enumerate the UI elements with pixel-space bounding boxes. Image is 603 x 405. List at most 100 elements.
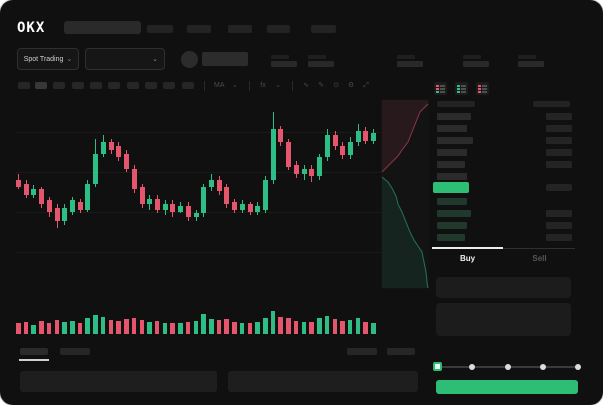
settings-gear-icon[interactable]: ⚙: [347, 82, 355, 89]
candle-body: [332, 134, 338, 147]
pair-dropdown[interactable]: ⌄: [85, 48, 165, 70]
slider-stop[interactable]: [469, 364, 476, 370]
pencil-draw-icon[interactable]: ✎: [318, 82, 324, 89]
last-price-highlight[interactable]: [433, 182, 469, 193]
chevron-down-icon[interactable]: ⌄: [275, 82, 281, 89]
chevron-down-icon: ⌄: [152, 55, 158, 63]
nav-menu-item[interactable]: [267, 25, 290, 33]
candle-body: [178, 205, 184, 212]
active-tab-indicator: [432, 247, 503, 249]
gridline: [15, 172, 381, 173]
icon-bar: [440, 87, 445, 90]
icon-bar: [461, 87, 466, 90]
candlestick-chart[interactable]: [15, 98, 381, 292]
toolbar-divider: [291, 81, 293, 91]
orderbook-ask-row[interactable]: [432, 173, 595, 183]
volume-bar: [70, 320, 75, 334]
orderbook-bid-row[interactable]: [432, 198, 595, 208]
spot-trading-dropdown[interactable]: Spot Trading ⌄: [17, 48, 79, 70]
coin-icon: [181, 51, 198, 68]
amount-input[interactable]: [436, 303, 571, 336]
timeframe-button[interactable]: [90, 82, 102, 89]
candle-body: [340, 146, 346, 156]
timeframe-button[interactable]: [182, 82, 194, 89]
ask-price-bar: [437, 125, 467, 132]
timeframe-button[interactable]: [145, 82, 157, 89]
volume-bar: [131, 317, 137, 334]
bottom-tab-active[interactable]: [20, 348, 48, 355]
volume-bar: [170, 322, 175, 334]
candle-body: [201, 187, 207, 214]
orderbook-view-asks-icon[interactable]: [476, 82, 489, 95]
timeframe-button[interactable]: [18, 82, 30, 89]
nav-menu-item[interactable]: [311, 25, 336, 33]
slider-stop[interactable]: [504, 364, 511, 370]
slider-handle[interactable]: [433, 362, 442, 371]
ask-price-bar: [437, 173, 467, 180]
fullscreen-icon[interactable]: ⤢: [363, 82, 369, 89]
spot-trading-label: Spot Trading: [23, 55, 64, 63]
candle-body: [39, 189, 45, 205]
gridline: [15, 252, 381, 253]
orderbook-bid-row[interactable]: [432, 210, 595, 220]
orderbook-bid-row[interactable]: [432, 222, 595, 232]
candle-body: [278, 129, 284, 143]
toolbar-divider: [204, 81, 205, 91]
bid-amount-bar: [546, 234, 572, 241]
orderbook-bid-row[interactable]: [432, 234, 595, 244]
camera-icon[interactable]: ⊙: [333, 82, 339, 89]
timeframe-button[interactable]: [108, 82, 120, 89]
fx-indicators-label[interactable]: fx: [260, 82, 266, 89]
orderbook-ask-row[interactable]: [432, 125, 595, 135]
bottom-action-placeholder[interactable]: [347, 348, 377, 355]
orderbook-ask-row[interactable]: [432, 137, 595, 147]
buy-submit-button[interactable]: [436, 380, 578, 394]
pair-name-placeholder: [202, 52, 248, 66]
orderbook-view-both-icon[interactable]: [434, 82, 447, 95]
candle-body: [23, 183, 29, 195]
line-chart-icon[interactable]: ∿: [303, 82, 309, 89]
slider-stop[interactable]: [575, 364, 581, 370]
icon-bar: [482, 87, 487, 90]
bid-amount-bar: [546, 210, 572, 217]
tab-buy[interactable]: Buy: [459, 254, 476, 263]
timeframe-button[interactable]: [53, 82, 65, 89]
orderbook-view-bids-icon[interactable]: [455, 82, 468, 95]
nav-menu-item[interactable]: [187, 25, 211, 33]
ask-price-bar: [437, 149, 467, 156]
icon-bar: [457, 90, 460, 93]
ticker-stat-label: [518, 55, 536, 59]
volume-bar: [147, 322, 152, 334]
volume-bar: [232, 321, 237, 334]
orderbook-ask-row[interactable]: [432, 161, 595, 171]
nav-menu-item[interactable]: [147, 25, 173, 33]
slider-stop[interactable]: [539, 364, 546, 370]
candle-body: [239, 204, 245, 210]
icon-row: [436, 90, 445, 93]
orderbook-ask-row[interactable]: [432, 113, 595, 123]
candle-body: [224, 187, 230, 205]
amount-percent-slider[interactable]: [433, 362, 581, 371]
timeframe-button[interactable]: [163, 82, 175, 89]
candle-body: [317, 157, 323, 177]
icon-row: [478, 84, 487, 87]
timeframe-button[interactable]: [35, 82, 47, 89]
candle-body: [139, 187, 145, 205]
ma-overlay-label[interactable]: MA: [214, 82, 225, 89]
bottom-action-placeholder[interactable]: [387, 348, 415, 355]
depth-chart: [381, 99, 429, 289]
volume-chart[interactable]: [15, 298, 381, 336]
timeframe-button[interactable]: [127, 82, 139, 89]
tab-sell[interactable]: Sell: [532, 254, 547, 263]
volume-bar: [286, 317, 291, 334]
right-panel: Buy Sell: [432, 78, 595, 405]
price-input[interactable]: [436, 277, 571, 298]
okx-logo[interactable]: OKX: [17, 20, 46, 36]
timeframe-button[interactable]: [72, 82, 84, 89]
bottom-tab[interactable]: [60, 348, 90, 355]
chevron-down-icon[interactable]: ⌄: [232, 82, 238, 89]
orderbook-ask-row[interactable]: [432, 149, 595, 159]
icon-row: [478, 90, 487, 93]
search-input[interactable]: [64, 21, 141, 34]
nav-menu-item[interactable]: [228, 25, 252, 33]
